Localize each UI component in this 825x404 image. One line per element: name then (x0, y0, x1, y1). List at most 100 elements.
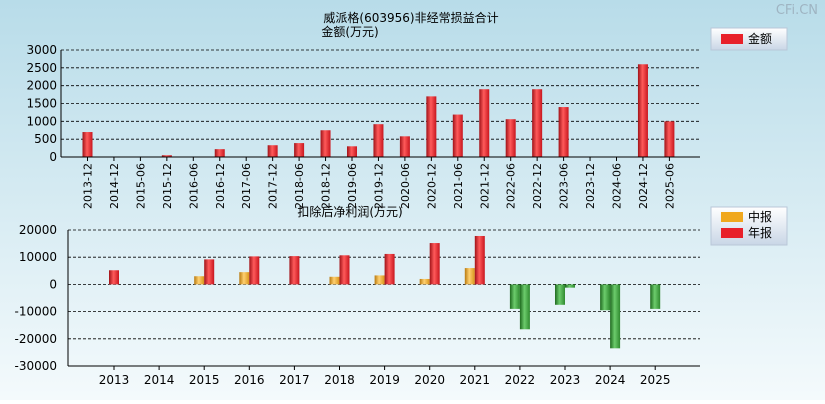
chart2-xtick-label: 2013 (99, 373, 130, 387)
chart2-xtick-label: 2017 (279, 373, 310, 387)
chart1-ytick-label: 1000 (26, 114, 57, 128)
chart1-xtick-label: 2019-12 (372, 163, 385, 209)
chart1-xtick-label: 2021-06 (452, 163, 465, 209)
chart1-xtick-label: 2018-12 (320, 163, 333, 209)
legend-swatch-interim (721, 212, 743, 222)
legend-swatch-annual (721, 228, 743, 238)
chart2-bar-annual (519, 284, 530, 330)
chart1-xtick-label: 2025-06 (663, 163, 676, 209)
chart2-xtick-label: 2016 (234, 373, 265, 387)
chart1-xtick-label: 2017-06 (240, 163, 253, 209)
chart2-xtick-label: 2020 (414, 373, 445, 387)
chart1-ytick-label: 2500 (26, 61, 57, 75)
chart1-xtick-label: 2024-06 (611, 163, 624, 209)
chart2-xtick-label: 2014 (144, 373, 175, 387)
chart2-xtick-label: 2022 (505, 373, 536, 387)
chart1-title: 威派格(603956)非经常损益合计 (323, 10, 498, 25)
chart1-bar-amount (161, 155, 172, 157)
chart2-bar-interim (239, 272, 250, 285)
chart1-bar-amount (214, 149, 225, 157)
chart1-ytick-label: 3000 (26, 43, 57, 57)
chart2-bar-interim (600, 284, 611, 311)
chart1-bar-amount (558, 107, 569, 157)
chart2-bar-annual (339, 255, 350, 285)
chart2-bar-interim (329, 276, 340, 285)
chart1-xtick-label: 2024-12 (637, 163, 650, 209)
chart2-xtick-label: 2015 (189, 373, 220, 387)
legend-label-annual: 年报 (748, 225, 772, 240)
chart2-bar-interim (464, 268, 475, 285)
chart1-bar-amount (637, 64, 648, 157)
chart2-ytick-label: 0 (49, 277, 57, 291)
chart2-xtick-label: 2023 (550, 373, 581, 387)
chart2-bar-annual (109, 270, 119, 285)
chart1-bar-amount (82, 132, 93, 157)
chart1-xtick-label: 2022-06 (505, 163, 518, 209)
chart2-ytick-label: -30000 (14, 359, 57, 373)
chart1-xtick-label: 2021-12 (478, 163, 491, 209)
chart2-bar-interim (509, 284, 520, 309)
chart1-xtick-label: 2023-06 (558, 163, 571, 209)
chart1-bar-amount (267, 145, 278, 157)
chart2-bar-interim (650, 284, 661, 309)
chart1-xtick-label: 2016-06 (187, 163, 200, 209)
chart2-ytick-label: -20000 (14, 332, 57, 346)
chart1-bar-amount (532, 89, 543, 157)
chart2-title: 扣除后净利润(万元) (297, 204, 402, 219)
chart1-bar-amount (426, 96, 437, 157)
chart2-xtick-label: 2019 (369, 373, 400, 387)
chart1-xtick-label: 2020-12 (425, 163, 438, 209)
chart2-bar-annual (384, 253, 395, 285)
chart1-legend-box (710, 27, 788, 51)
chart1-xtick-label: 2015-06 (134, 163, 147, 209)
chart1-xtick-label: 2020-06 (399, 163, 412, 209)
chart1-bar-amount (399, 136, 410, 157)
chart2-xtick-label: 2021 (460, 373, 491, 387)
chart1-xtick-label: 2015-12 (161, 163, 174, 209)
chart1-xtick-label: 2013-12 (82, 163, 95, 209)
chart1-bar-amount (479, 89, 490, 157)
chart1-bar-amount (505, 119, 516, 157)
chart1-bar-amount (373, 124, 384, 157)
chart2-bar-annual (610, 284, 621, 349)
chart2-bar-interim (194, 276, 205, 285)
chart1-ytick-label: 0 (49, 150, 57, 164)
chart2-xtick-label: 2024 (595, 373, 626, 387)
chart2-ytick-label: -10000 (14, 305, 57, 319)
chart1-ytick-label: 2000 (26, 79, 57, 93)
chart1-xtick-label: 2023-12 (584, 163, 597, 209)
chart1-ylabel: 金额(万元) (321, 24, 378, 39)
chart1-xtick-label: 2016-12 (214, 163, 227, 209)
watermark: CFi.CN (776, 3, 818, 18)
chart1-xtick-label: 2017-12 (267, 163, 280, 209)
chart2-ytick-label: 20000 (19, 223, 57, 237)
legend-swatch-amount (721, 34, 743, 44)
chart1-bar-amount (320, 130, 331, 157)
chart2-bar-annual (474, 235, 485, 285)
chart2-xtick-label: 2025 (640, 373, 671, 387)
chart2-bar-annual (249, 256, 260, 285)
chart1-ytick-label: 500 (34, 132, 57, 146)
chart2-bar-annual (289, 256, 300, 285)
chart1-bar-amount (452, 114, 463, 157)
chart2-bar-interim (555, 284, 565, 305)
chart1-bar-amount (664, 121, 675, 157)
legend-label-amount: 金额 (748, 31, 772, 46)
chart2-bar-annual (429, 243, 440, 285)
chart1-xtick-label: 2018-06 (293, 163, 306, 209)
chart1-bar-amount (347, 146, 357, 157)
legend-label-interim: 中报 (748, 209, 772, 224)
chart2-xtick-label: 2018 (324, 373, 355, 387)
chart1-ytick-label: 1500 (26, 97, 57, 111)
chart2-bar-annual (204, 259, 215, 285)
chart1-xtick-label: 2014-12 (108, 163, 121, 209)
chart2-ytick-label: 10000 (19, 250, 57, 264)
chart1-xtick-label: 2019-06 (346, 163, 359, 209)
chart2-bar-annual (565, 284, 575, 288)
chart1-bar-amount (294, 143, 305, 157)
chart2-bar-interim (374, 275, 385, 285)
chart1-xtick-label: 2022-12 (531, 163, 544, 209)
